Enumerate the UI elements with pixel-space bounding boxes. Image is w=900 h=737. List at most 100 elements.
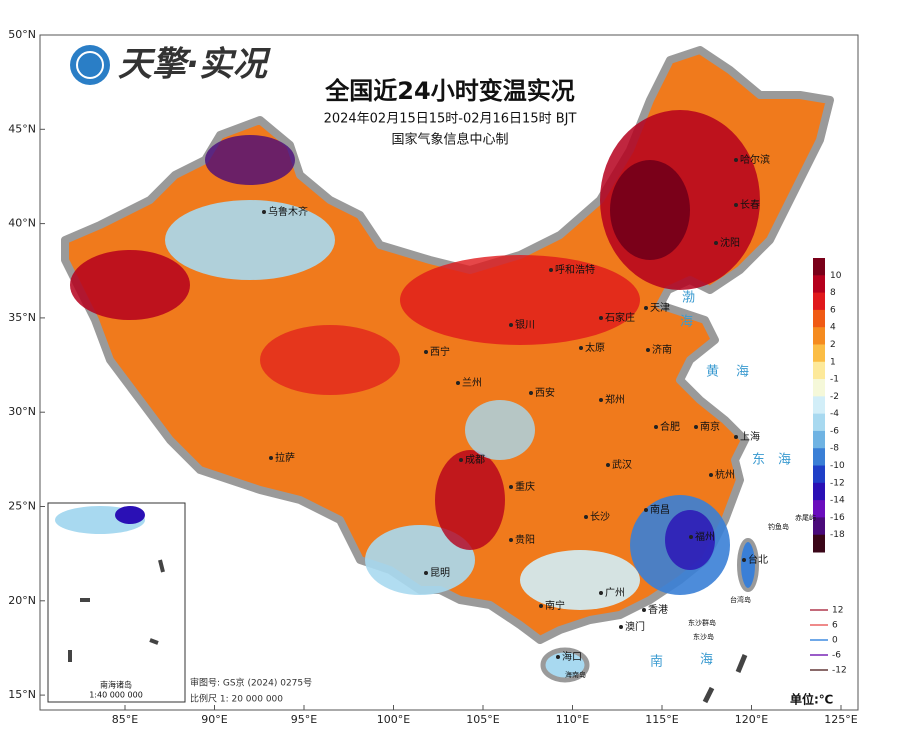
latitude-label: 45°N [8,122,36,135]
colorbar-swatch [813,275,825,294]
city-dot [549,268,553,272]
city-dot [599,316,603,320]
isoline-label: 6 [832,621,838,631]
colorbar-label: -16 [830,513,845,523]
latitude-label: 40°N [8,217,36,230]
place-label: 哈尔滨 [740,153,770,166]
city-dot [269,456,273,460]
colorbar-label: -12 [830,478,845,488]
city-dot [734,435,738,439]
longitude-label: 110°E [556,713,589,726]
sea-label: 海 [736,365,749,380]
place-label: 海南岛 [565,670,586,679]
place-label: 上海 [740,430,760,443]
city-dot [606,463,610,467]
isoline-label: 0 [832,636,838,646]
colorbar-label: -2 [830,392,839,402]
place-label: 杭州 [715,468,735,481]
colorbar-label: 4 [830,323,836,333]
place-label: 天津 [650,302,670,314]
latitude-label: 35°N [8,311,36,324]
city-dot [459,458,463,462]
longitude-label: 105°E [466,713,499,726]
place-label: 东沙群岛 [688,618,716,627]
longitude-label: 90°E [201,713,227,726]
place-label: 济南 [652,343,672,356]
place-label: 长春 [740,199,760,211]
sea-label: 黄 [706,365,719,380]
latitude-label: 25°N [8,500,36,513]
longitude-label: 100°E [377,713,410,726]
isoline-label: -12 [832,666,847,676]
place-label: 南京 [700,420,720,433]
place-label: 南昌 [650,503,670,516]
colorbar-swatch [813,361,825,380]
unit-label: 单位:℃ [790,692,833,707]
city-dot [539,604,543,608]
latitude-label: 20°N [8,594,36,607]
place-label: 昆明 [430,567,450,579]
map-scale: 比例尺 1: 20 000 000 [190,693,283,705]
isoline-label: 12 [832,606,843,616]
review-number: 审图号: GS京 (2024) 0275号 [190,677,312,689]
place-label: 海口 [562,650,582,663]
city-dot [644,508,648,512]
place-label: 台北 [748,553,768,566]
city-dot [742,558,746,562]
city-dot [734,158,738,162]
city-dot [529,391,533,395]
city-dot [709,473,713,477]
colorbar-swatch [813,413,825,432]
colorbar-label: 1 [830,357,836,367]
place-label: 合肥 [660,420,680,433]
latitude-label: 50°N [8,28,36,41]
colorbar-label: -8 [830,444,839,454]
sea-label: 南 [650,654,663,670]
place-label: 西安 [535,386,555,399]
sea-label: 海 [680,315,693,330]
place-label: 拉萨 [275,451,295,464]
city-dot [456,381,460,385]
colorbar-label: -6 [830,426,839,436]
colorbar-label: -14 [830,496,845,506]
inset-scale: 1:40 000 000 [89,691,143,700]
title: 全国近24小时变温实况 [324,77,574,105]
city-dot [714,241,718,245]
colorbar-label: -4 [830,409,839,419]
colorbar-swatch [813,534,825,553]
place-label: 石家庄 [605,311,635,324]
sea-label: 海 [778,453,791,468]
place-label: 香港 [648,604,668,616]
colorbar-swatch [813,396,825,415]
colorbar-swatch [813,448,825,467]
city-dot [734,203,738,207]
isoline-label: -6 [832,651,841,661]
city-dot [619,625,623,629]
colorbar-label: 2 [830,340,836,350]
logo [70,45,110,85]
place-label: 东沙岛 [693,632,714,641]
city-dot [509,323,513,327]
colorbar-swatch [813,482,825,501]
city-dot [694,425,698,429]
city-dot [654,425,658,429]
latitude-label: 30°N [8,405,36,418]
sea-label: 海 [700,653,713,668]
colorbar-label: -10 [830,461,845,471]
place-label: 乌鲁木齐 [268,205,308,218]
colorbar-label: 8 [830,288,836,298]
city-dot [599,591,603,595]
city-dot [579,346,583,350]
sea-label: 东 [752,453,765,468]
place-label: 钓鱼岛 [768,522,789,531]
place-label: 郑州 [605,393,625,406]
island-dashes [702,654,748,704]
place-label: 台湾岛 [730,595,751,604]
city-dot [644,306,648,310]
place-label: 西宁 [430,345,450,358]
longitude-label: 95°E [291,713,317,726]
place-label: 赤尾屿 [795,513,816,522]
subtitle: 2024年02月15日15时-02月16日15时 BJT [324,112,577,127]
logo-text: 天擎·实况 [118,45,271,85]
place-label: 呼和浩特 [555,264,595,276]
